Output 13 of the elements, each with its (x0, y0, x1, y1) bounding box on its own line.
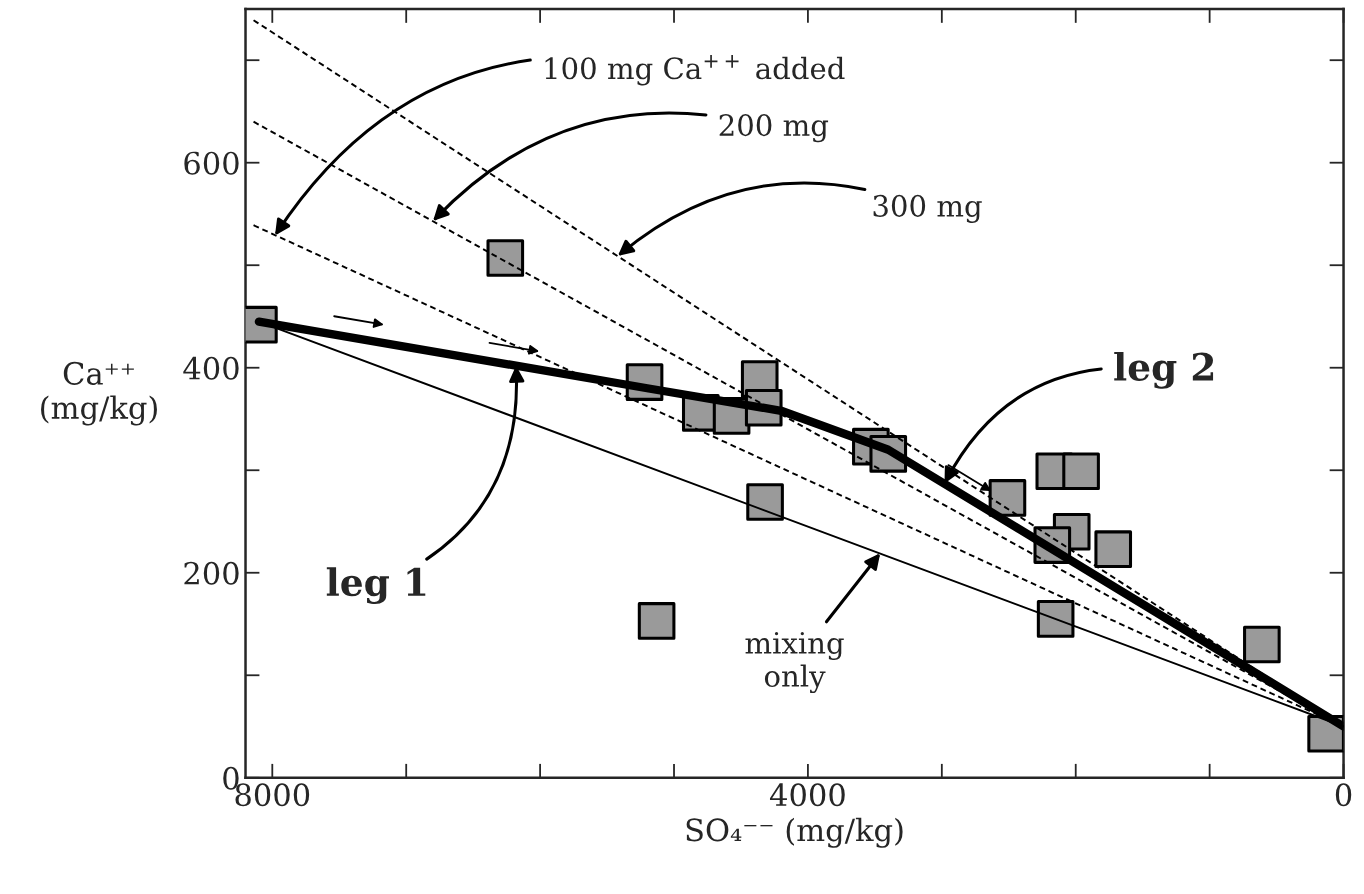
annotation: 300 mg (873, 194, 982, 223)
annotation: leg 1 (326, 567, 426, 604)
y-tick-label: 200 (184, 561, 239, 585)
annotation: 200 mg (719, 114, 829, 143)
x-tick-label: 4000 (769, 783, 845, 807)
y-axis-title: Ca⁺⁺ (mg/kg) (41, 361, 157, 426)
y-tick-label: 600 (184, 151, 239, 175)
annotation: leg 2 (1114, 351, 1214, 389)
x-tick-label: 0 (1335, 783, 1352, 807)
annotation: 100 mg Ca$^{++}$ added (545, 54, 845, 86)
y-tick-label: 400 (183, 356, 239, 380)
x-axis-title: SO₄⁻⁻ (mg/kg) (686, 817, 903, 848)
annotation: mixing only (745, 632, 844, 694)
